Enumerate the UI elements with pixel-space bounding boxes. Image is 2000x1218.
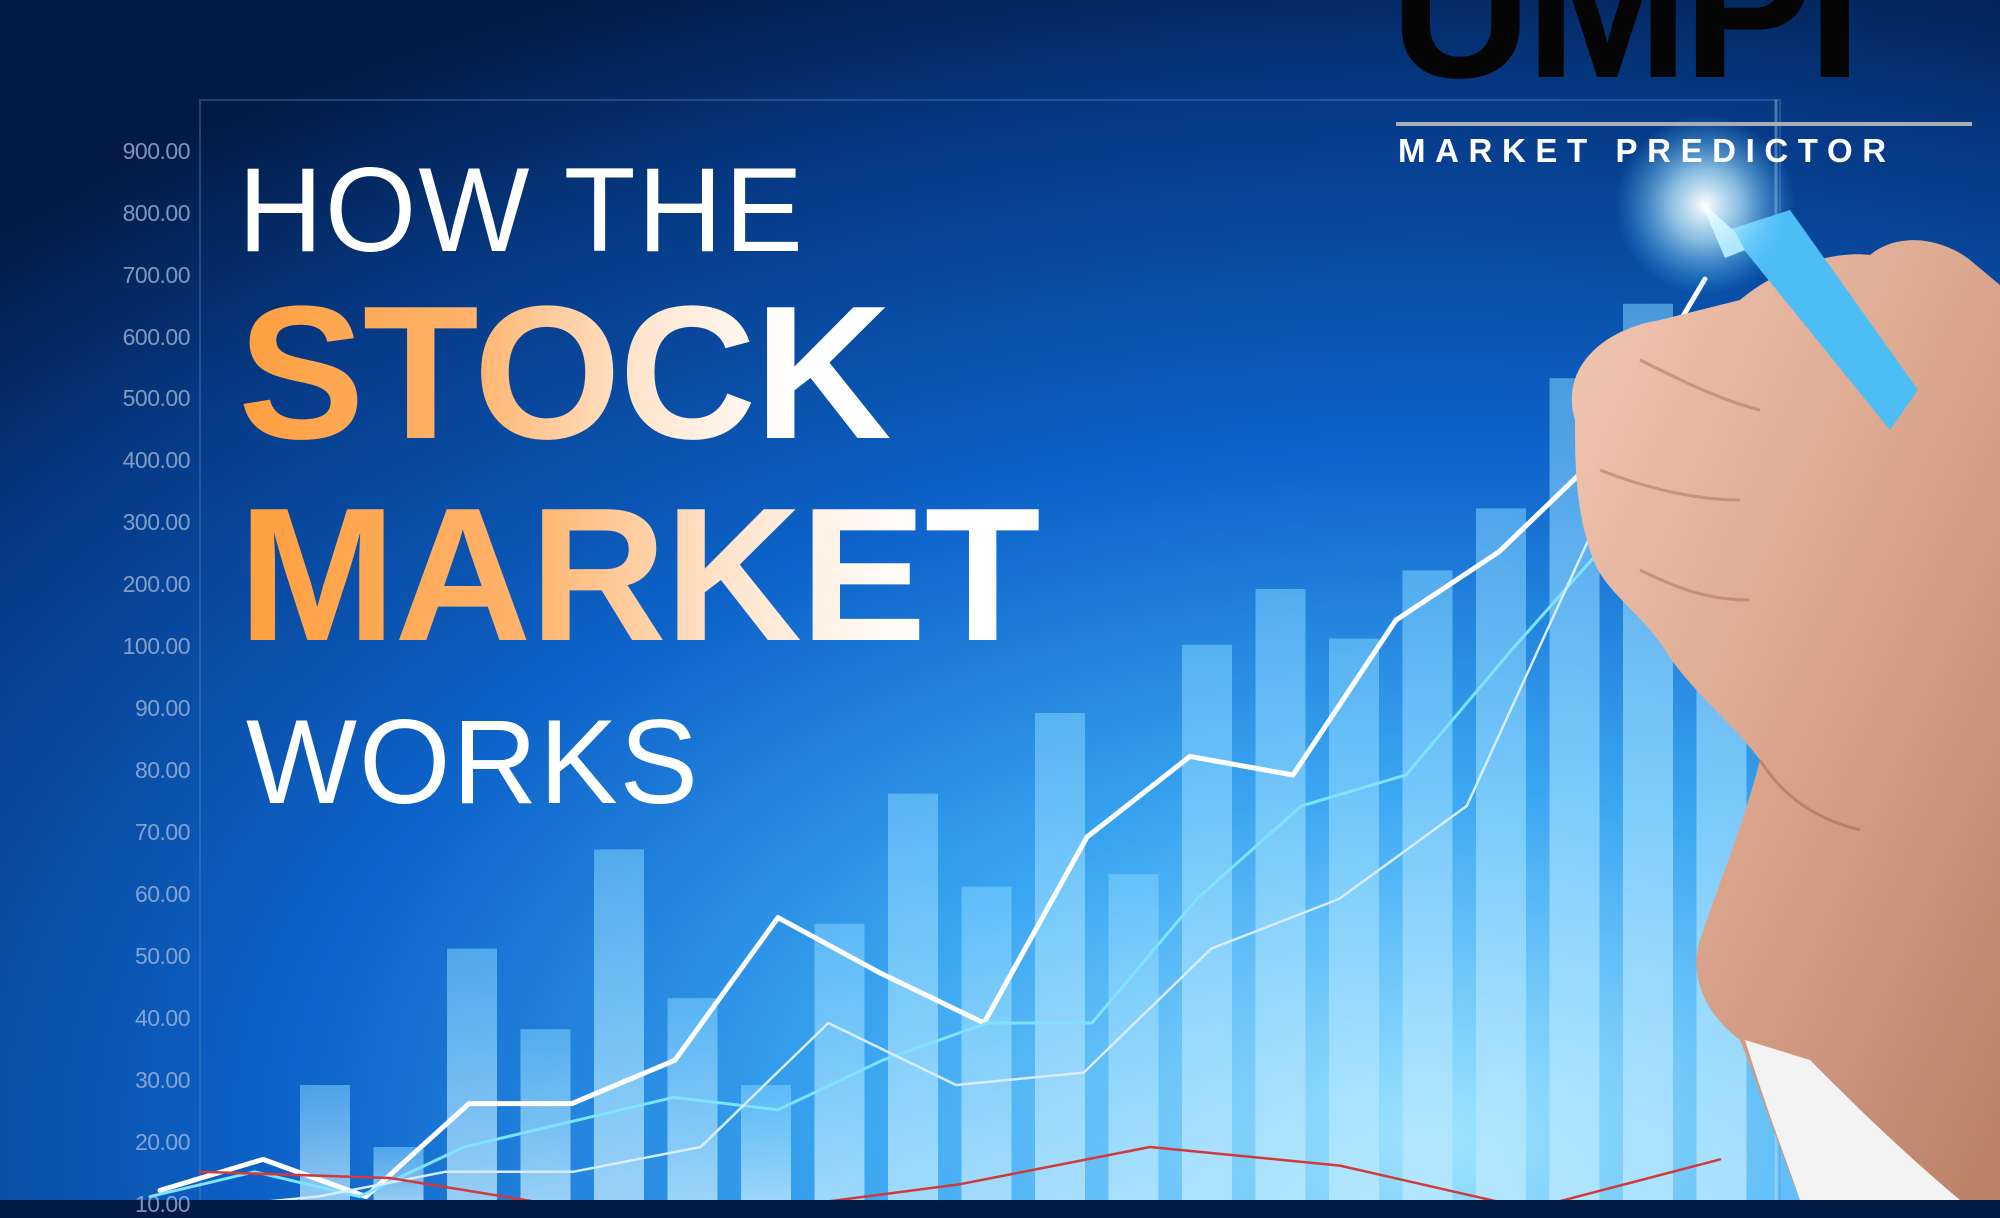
y-tick-label: 300.00	[122, 509, 191, 535]
y-tick-label: 20.00	[134, 1129, 191, 1155]
chart-bar	[1255, 589, 1306, 1200]
chart-bar	[741, 1085, 791, 1200]
y-tick-label: 90.00	[134, 695, 191, 721]
headline-line-2: STOCK	[238, 267, 892, 479]
y-tick-label: 700.00	[122, 262, 191, 288]
chart-bar	[1402, 570, 1453, 1200]
chart-series-line	[148, 413, 1722, 1199]
headline-line-3: MARKET	[238, 469, 1041, 681]
chart-bar	[373, 1147, 424, 1200]
y-tick-label: 600.00	[122, 324, 191, 350]
brand-logo: UMPI MARKET PREDICTOR	[1390, 0, 1980, 170]
headline-line-1: HOW THE	[238, 143, 805, 277]
chart-series-line	[269, 463, 1724, 1200]
logo-divider	[1396, 122, 1972, 126]
chart-series-line	[157, 276, 1708, 1200]
chart-bar	[1182, 644, 1232, 1200]
chart-series-line	[198, 1145, 1722, 1200]
headline-line-4: WORKS	[246, 695, 701, 829]
y-tick-label: 30.00	[134, 1067, 191, 1093]
y-tick-label: 500.00	[122, 385, 191, 411]
hand-illustration	[1571, 115, 2000, 1200]
logo-mark: UMPI	[1390, 0, 1862, 119]
chart-bar	[1108, 874, 1159, 1200]
chart-bar	[961, 886, 1012, 1200]
y-tick-label: 60.00	[134, 881, 191, 907]
y-tick-label: 40.00	[134, 1005, 191, 1031]
y-tick-label: 10.00	[134, 1191, 191, 1217]
y-tick-label: 70.00	[134, 819, 191, 845]
chart-bar	[594, 849, 644, 1200]
y-tick-label: 50.00	[134, 943, 191, 969]
y-tick-label: 100.00	[122, 633, 191, 659]
y-tick-label: 400.00	[122, 447, 191, 473]
logo-tagline: MARKET PREDICTOR	[1398, 132, 1896, 169]
chart-bar	[814, 923, 865, 1200]
chart-bar	[1476, 508, 1526, 1200]
chart-bar	[1035, 713, 1085, 1200]
chart-bar	[447, 948, 497, 1200]
chart-bar	[520, 1029, 571, 1200]
y-tick-label: 800.00	[122, 200, 191, 226]
y-tick-label: 200.00	[122, 571, 191, 597]
y-tick-label: 900.00	[122, 138, 191, 164]
chart-bar	[1329, 638, 1379, 1200]
y-tick-label: 80.00	[134, 757, 191, 783]
